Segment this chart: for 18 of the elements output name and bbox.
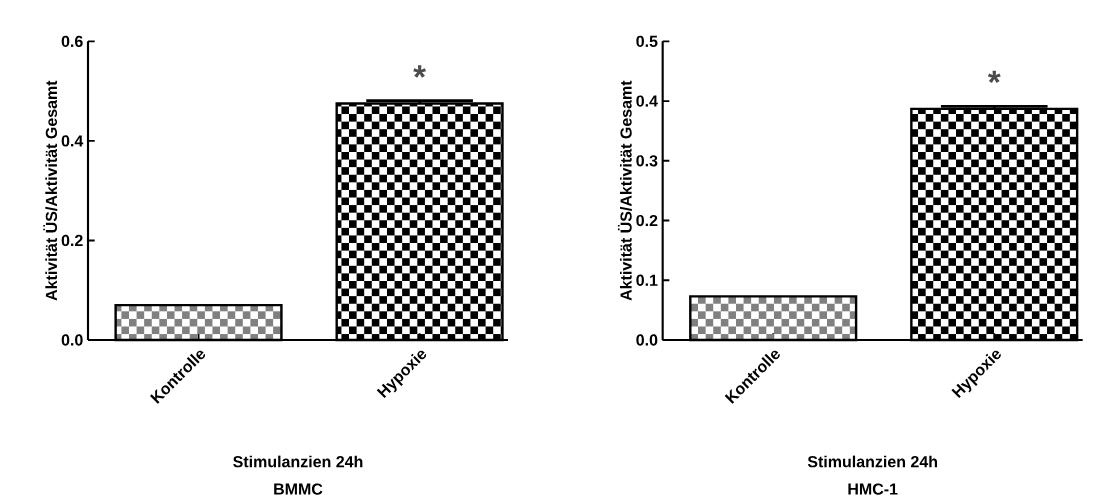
y-tick-label: 0.0 (636, 334, 658, 346)
y-tick-label: 0.3 (636, 155, 658, 167)
y-axis-title: Aktivität ÜS/Aktivität Gesamt (43, 80, 58, 301)
y-tick-label: 0.2 (61, 234, 83, 247)
text: BMMC (274, 483, 323, 495)
text: HMC-1 (848, 483, 898, 495)
y-tick-label: 0.2 (636, 214, 658, 227)
y-tick-label: 0.4 (61, 135, 84, 147)
y-tick-label: 0.4 (636, 95, 658, 107)
annotation: * (413, 65, 427, 78)
y-tick-label: 0.6 (61, 35, 83, 47)
y-axis-title: Aktivität ÜS/Aktivität Gesamt (617, 80, 632, 301)
y-tick-label: 0.1 (636, 274, 658, 286)
y-tick-label: 0.0 (61, 334, 83, 346)
x-axis-title: Stimulanzien 24h (807, 455, 938, 468)
y-tick-label: 0.5 (636, 35, 658, 47)
annotation: * (987, 70, 1001, 83)
x-axis-title: Stimulanzien 24h (233, 455, 363, 468)
